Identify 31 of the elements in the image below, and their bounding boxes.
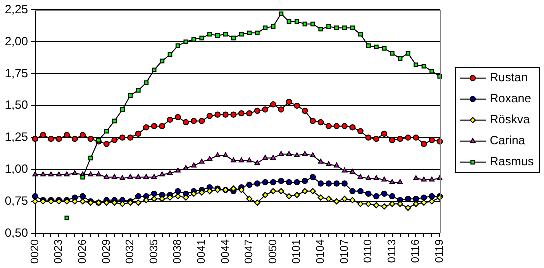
x-tick-label: 0113 [386, 240, 398, 264]
y-tick-label: 0,75 [4, 194, 29, 208]
x-tick-label: 0101 [291, 240, 304, 264]
x-tick-label: 0029 [100, 240, 113, 264]
y-tick-label: 2,00 [4, 34, 29, 48]
x-tick-label: 0032 [124, 240, 137, 264]
x-tick-label: 0023 [53, 240, 66, 264]
x-tick-label: 0104 [315, 240, 328, 264]
x-tick-label: 0119 [434, 240, 446, 264]
y-tick-label: 1,75 [4, 66, 29, 80]
legend-label: Röskva [490, 112, 530, 127]
x-tick-label: 0041 [196, 240, 208, 264]
y-tick-label: 1,25 [4, 130, 29, 144]
y-tick-label: 2,25 [4, 2, 29, 17]
x-tick-label: 0116 [410, 240, 422, 264]
x-tick-label: 0020 [29, 240, 42, 264]
x-tick-label: 0044 [220, 240, 232, 264]
x-tick-label: 0050 [267, 240, 280, 264]
x-tick-label: 0035 [148, 240, 160, 264]
x-tick-label: 0110 [362, 240, 375, 264]
y-tick-label: 0,50 [4, 226, 29, 240]
legend-label: Roxane [490, 92, 532, 106]
legend-label: Rasmus [490, 154, 534, 169]
y-tick-label: 1,00 [4, 162, 29, 176]
x-tick-label: 0047 [244, 240, 256, 264]
x-tick-label: 0026 [76, 240, 89, 264]
legend-label: Carina [490, 134, 526, 148]
x-tick-label: 0038 [172, 240, 184, 264]
x-tick-label: 0107 [338, 240, 351, 264]
y-tick-label: 1,50 [4, 98, 29, 112]
legend-label: Rustan [490, 70, 528, 85]
